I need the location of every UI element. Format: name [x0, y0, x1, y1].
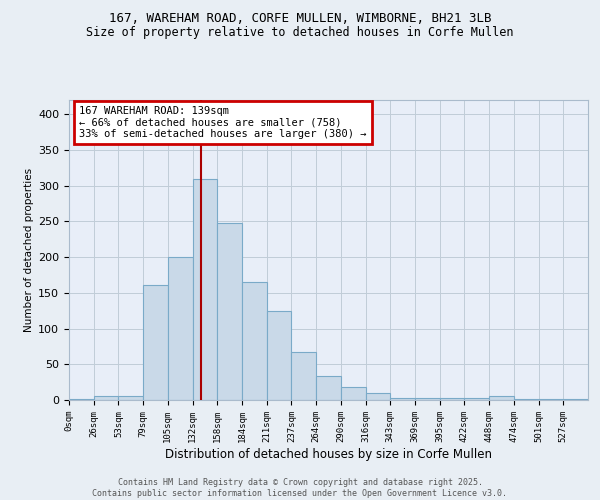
Bar [563, 398, 588, 400]
Bar [267, 310, 292, 400]
Bar [440, 398, 464, 400]
Bar [292, 352, 316, 400]
Bar [365, 393, 390, 400]
Bar [242, 282, 267, 400]
Bar [341, 387, 365, 400]
Bar [143, 285, 168, 400]
Bar [464, 398, 489, 400]
Bar [118, 396, 143, 400]
Bar [514, 398, 539, 400]
Bar [539, 398, 563, 400]
Text: Contains HM Land Registry data © Crown copyright and database right 2025.
Contai: Contains HM Land Registry data © Crown c… [92, 478, 508, 498]
Text: 167, WAREHAM ROAD, CORFE MULLEN, WIMBORNE, BH21 3LB: 167, WAREHAM ROAD, CORFE MULLEN, WIMBORN… [109, 12, 491, 26]
Bar [316, 376, 341, 400]
Bar [69, 398, 94, 400]
Bar [489, 396, 514, 400]
Bar [217, 223, 242, 400]
Text: Size of property relative to detached houses in Corfe Mullen: Size of property relative to detached ho… [86, 26, 514, 39]
Text: 167 WAREHAM ROAD: 139sqm
← 66% of detached houses are smaller (758)
33% of semi-: 167 WAREHAM ROAD: 139sqm ← 66% of detach… [79, 106, 367, 139]
Bar [168, 257, 193, 400]
X-axis label: Distribution of detached houses by size in Corfe Mullen: Distribution of detached houses by size … [165, 448, 492, 460]
Bar [415, 398, 440, 400]
Bar [193, 178, 217, 400]
Bar [94, 396, 118, 400]
Bar [390, 398, 415, 400]
Y-axis label: Number of detached properties: Number of detached properties [24, 168, 34, 332]
